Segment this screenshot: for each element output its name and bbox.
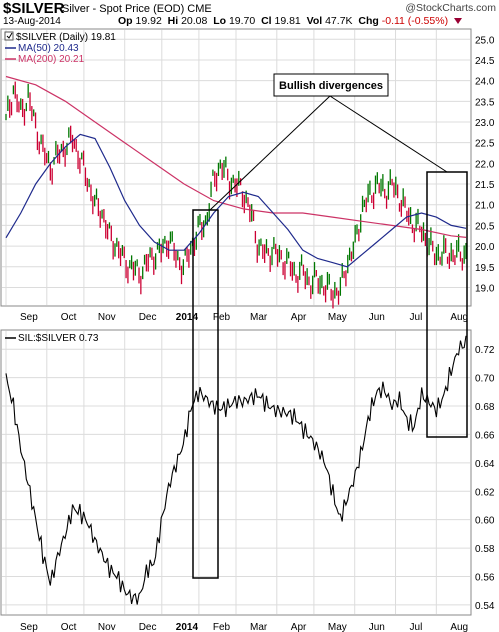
ratio-panel: 0.54 0.56 0.58 0.60 0.62 0.64 0.66 0.68 0.70 0.72… <box>0 329 495 616</box>
change-label: Chg -0.11 (-0.55%) <box>358 15 449 27</box>
ratio-x-tick: Jun <box>369 622 385 632</box>
price-x-tick: Dec <box>139 312 157 323</box>
divergence-box-left <box>192 209 219 579</box>
legend-ma50: MA(50) 20.43 <box>18 43 79 54</box>
close-label: Cl 19.81 <box>261 15 301 27</box>
price-x-tick: Jun <box>369 312 385 323</box>
ratio-y-tick: 0.62 <box>475 487 495 498</box>
legend-price: $SILVER (Daily) 19.81 <box>16 32 116 43</box>
price-legend: $SILVER (Daily) 19.81 MA(50) 20.43 MA(20… <box>4 31 116 65</box>
ratio-y-tick: 0.68 <box>475 402 495 413</box>
price-y-tick: 23.5 <box>475 97 495 108</box>
callout-line-left <box>209 95 331 211</box>
price-x-tick: Mar <box>250 312 268 323</box>
ratio-grid <box>2 331 470 614</box>
price-y-axis: 19.0 19.5 20.0 20.5 21.0 21.5 22.0 22.5 23.0 23.5… <box>475 35 495 294</box>
price-x-tick: Apr <box>291 312 307 323</box>
ratio-x-tick: Feb <box>213 622 231 632</box>
price-y-tick: 25.0 <box>475 35 495 46</box>
symbol-title: $SILVER <box>3 0 65 17</box>
ratio-y-tick: 0.66 <box>475 430 495 441</box>
symbol-description: Silver - Spot Price (EOD) CME <box>62 3 212 15</box>
ohlc-readout: Op 19.92 Hi 20.08 Lo 19.70 Cl 19.81 Vol … <box>118 15 462 27</box>
stockcharts-watermark: @StockCharts.com <box>405 2 496 14</box>
ratio-x-tick: Dec <box>139 622 157 632</box>
callout-line-right <box>329 95 448 173</box>
ratio-y-tick: 0.64 <box>475 459 495 470</box>
annotation-label: Bullish divergences <box>279 80 383 92</box>
legend-ma200: MA(200) 20.21 <box>18 54 85 65</box>
annotation-label-box <box>273 73 389 97</box>
price-y-tick: 24.0 <box>475 77 495 88</box>
ma50-line <box>5 133 467 268</box>
price-y-tick: 19.0 <box>475 283 495 294</box>
ratio-y-axis: 0.54 0.56 0.58 0.60 0.62 0.64 0.66 0.68 0.70 0.72 <box>475 345 495 612</box>
ratio-x-axis: Sep Oct Nov Dec 2014 Feb Mar Apr May Jun Jul Aug <box>20 622 468 632</box>
ratio-x-tick: Apr <box>291 622 307 632</box>
ratio-x-tick: Nov <box>98 622 116 632</box>
checkmark-icon <box>6 32 13 39</box>
volume-label: Vol 47.7K <box>306 15 353 27</box>
ratio-x-tick: Mar <box>250 622 268 632</box>
price-x-tick: Jul <box>410 312 423 323</box>
price-x-tick: 2014 <box>176 312 199 323</box>
divergence-annotations: Bullish divergences <box>192 73 468 579</box>
ratio-x-tick: Sep <box>20 622 38 632</box>
legend-ratio: SIL:$SILVER 0.73 <box>18 333 99 344</box>
open-label: Op 19.92 <box>118 15 162 27</box>
ratio-legend: SIL:$SILVER 0.73 <box>5 333 99 344</box>
low-label: Lo 19.70 <box>213 15 256 27</box>
price-y-tick: 20.0 <box>475 242 495 253</box>
ratio-y-tick: 0.60 <box>475 516 495 527</box>
price-y-tick: 19.5 <box>475 263 495 274</box>
price-x-tick: Nov <box>98 312 116 323</box>
price-y-tick: 21.5 <box>475 180 495 191</box>
legend-marker-icon <box>4 31 14 41</box>
ratio-y-tick: 0.70 <box>475 374 495 385</box>
price-y-tick: 22.5 <box>475 139 495 150</box>
price-x-tick: Aug <box>450 312 468 323</box>
price-y-tick: 21.0 <box>475 201 495 212</box>
price-x-axis: Sep Oct Nov Dec 2014 Feb Mar Apr May Jun Jul Aug <box>20 312 468 323</box>
ratio-y-tick: 0.58 <box>475 544 495 555</box>
ratio-y-tick: 0.54 <box>475 601 495 612</box>
ratio-x-tick: May <box>328 622 347 632</box>
ratio-y-tick: 0.72 <box>475 345 495 356</box>
ratio-x-tick: Jul <box>410 622 423 632</box>
high-label: Hi 20.08 <box>167 15 208 27</box>
price-x-tick: May <box>328 312 347 323</box>
price-x-tick: Oct <box>61 312 77 323</box>
ratio-x-tick: Oct <box>61 622 77 632</box>
ratio-x-tick: Aug <box>450 622 468 632</box>
price-y-tick: 22.0 <box>475 159 495 170</box>
price-bars <box>5 81 467 309</box>
chart-date: 13-Aug-2014 <box>3 16 61 27</box>
down-arrow-icon <box>454 18 462 25</box>
ma200-line <box>5 75 467 238</box>
price-panel: 19.0 19.5 20.0 20.5 21.0 21.5 22.0 22.5 23.0 23.5… <box>0 28 495 309</box>
price-x-tick: Sep <box>20 312 38 323</box>
ratio-y-tick: 0.56 <box>475 572 495 583</box>
price-y-tick: 20.5 <box>475 221 495 232</box>
price-grid <box>2 30 470 305</box>
price-y-tick: 24.5 <box>475 56 495 67</box>
ratio-line <box>5 335 467 605</box>
price-x-tick: Feb <box>213 312 231 323</box>
ratio-x-tick: 2014 <box>176 622 199 632</box>
price-y-tick: 23.0 <box>475 118 495 129</box>
